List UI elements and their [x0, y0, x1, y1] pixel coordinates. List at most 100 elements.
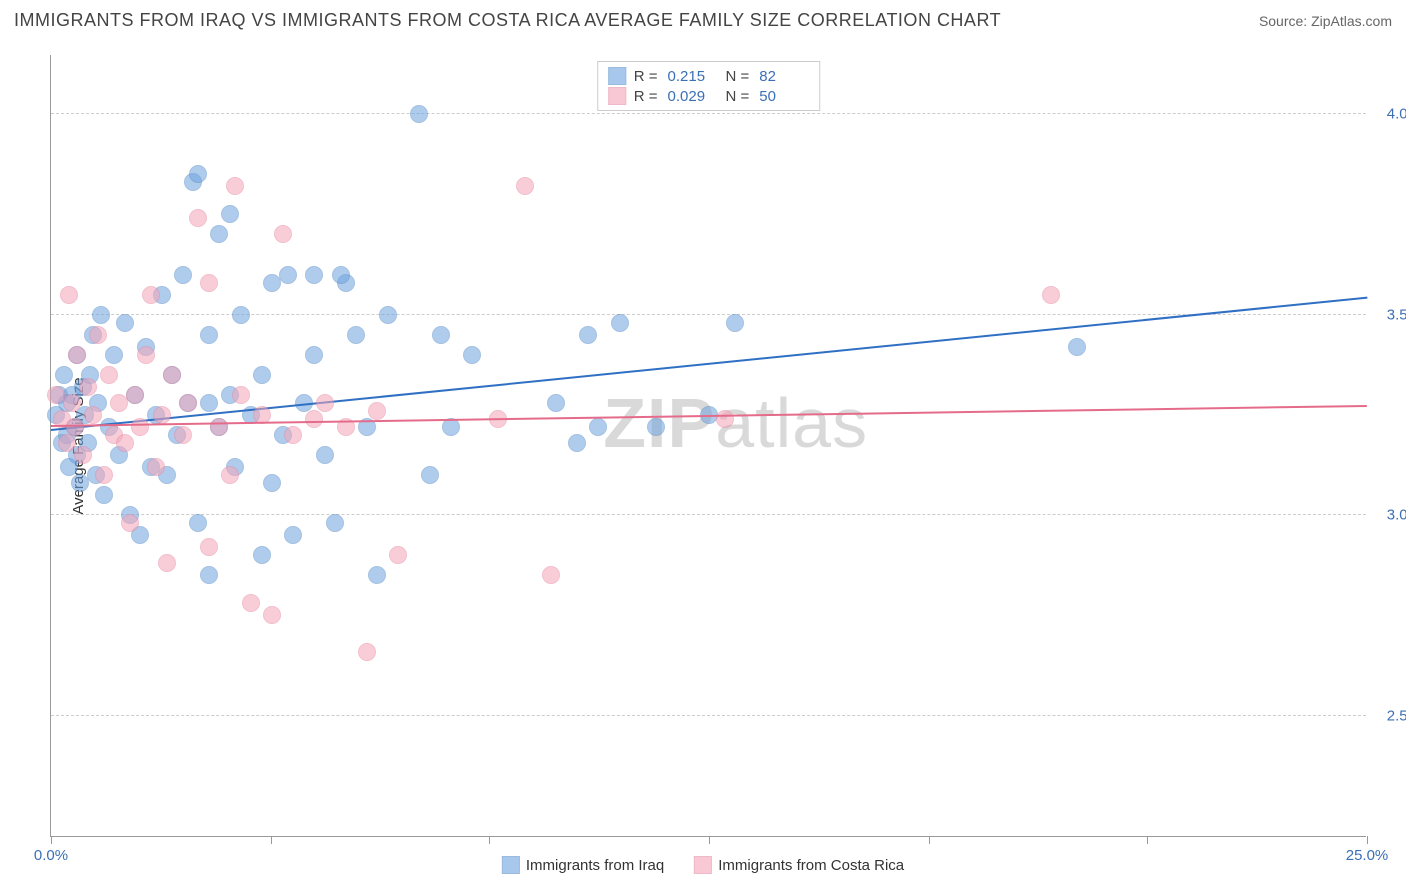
series-legend-item: Immigrants from Costa Rica: [694, 856, 904, 874]
scatter-point: [210, 418, 228, 436]
scatter-point: [305, 266, 323, 284]
scatter-point: [253, 366, 271, 384]
series-legend-item: Immigrants from Iraq: [502, 856, 664, 874]
source-link[interactable]: ZipAtlas.com: [1311, 13, 1392, 29]
y-tick-label: 3.50: [1371, 306, 1406, 323]
series-name: Immigrants from Costa Rica: [718, 857, 904, 874]
scatter-point: [163, 366, 181, 384]
scatter-point: [463, 346, 481, 364]
scatter-point: [389, 546, 407, 564]
scatter-point: [95, 466, 113, 484]
x-tick-label: 0.0%: [34, 847, 68, 864]
scatter-point: [379, 306, 397, 324]
scatter-point: [716, 410, 734, 428]
r-label: R =: [634, 88, 658, 105]
scatter-point: [1068, 338, 1086, 356]
scatter-point: [189, 514, 207, 532]
scatter-point: [421, 466, 439, 484]
scatter-point: [60, 286, 78, 304]
x-tick: [271, 836, 272, 844]
scatter-point: [66, 418, 84, 436]
scatter-point: [189, 209, 207, 227]
scatter-point: [189, 165, 207, 183]
r-value: 0.029: [668, 88, 718, 105]
x-tick: [1367, 836, 1368, 844]
scatter-point: [305, 346, 323, 364]
scatter-point: [316, 446, 334, 464]
legend-swatch: [694, 856, 712, 874]
scatter-point: [284, 526, 302, 544]
scatter-point: [516, 177, 534, 195]
y-tick-label: 4.00: [1371, 106, 1406, 123]
scatter-point: [332, 266, 350, 284]
scatter-point: [174, 266, 192, 284]
scatter-point: [232, 306, 250, 324]
scatter-point: [432, 326, 450, 344]
scatter-point: [568, 434, 586, 452]
legend-row: R =0.215N =82: [608, 66, 810, 86]
source-label: Source:: [1259, 13, 1307, 29]
n-label: N =: [726, 68, 750, 85]
series-legend: Immigrants from Iraq Immigrants from Cost…: [502, 856, 904, 874]
scatter-point: [226, 177, 244, 195]
scatter-point: [210, 225, 228, 243]
scatter-point: [274, 225, 292, 243]
scatter-point: [579, 326, 597, 344]
chart-header: IMMIGRANTS FROM IRAQ VS IMMIGRANTS FROM …: [14, 10, 1392, 31]
scatter-point: [263, 606, 281, 624]
gridline: [51, 715, 1366, 716]
scatter-point: [547, 394, 565, 412]
scatter-point: [84, 406, 102, 424]
scatter-point: [92, 306, 110, 324]
x-tick-label: 25.0%: [1346, 847, 1389, 864]
scatter-point: [305, 410, 323, 428]
scatter-point: [316, 394, 334, 412]
scatter-point: [137, 346, 155, 364]
scatter-point: [142, 286, 160, 304]
scatter-point: [126, 386, 144, 404]
x-tick: [709, 836, 710, 844]
scatter-point: [589, 418, 607, 436]
scatter-point: [174, 426, 192, 444]
legend-row: R = 0.029 N = 50: [608, 86, 810, 106]
scatter-point: [116, 314, 134, 332]
x-tick: [929, 836, 930, 844]
scatter-point: [200, 538, 218, 556]
scatter-point: [253, 546, 271, 564]
scatter-point: [158, 554, 176, 572]
scatter-point: [242, 594, 260, 612]
scatter-point: [368, 566, 386, 584]
scatter-point: [58, 434, 76, 452]
n-label: N =: [726, 88, 750, 105]
n-value: 50: [759, 88, 809, 105]
scatter-point: [200, 394, 218, 412]
r-value: 0.215: [668, 68, 718, 85]
scatter-point: [95, 486, 113, 504]
scatter-point: [200, 566, 218, 584]
series-name: Immigrants from Iraq: [526, 857, 664, 874]
x-tick: [1147, 836, 1148, 844]
scatter-point: [68, 346, 86, 364]
watermark: ZIPatlas: [603, 383, 868, 463]
scatter-point: [153, 406, 171, 424]
scatter-point: [726, 314, 744, 332]
scatter-point: [326, 514, 344, 532]
scatter-point: [221, 466, 239, 484]
scatter-point: [542, 566, 560, 584]
scatter-point: [105, 346, 123, 364]
y-tick-label: 3.00: [1371, 507, 1406, 524]
x-tick: [489, 836, 490, 844]
scatter-point: [147, 458, 165, 476]
n-value: 82: [759, 68, 809, 85]
scatter-chart: ZIPatlas R =0.215N =82R =0.029N =50 2.50…: [50, 55, 1366, 837]
scatter-point: [410, 105, 428, 123]
scatter-point: [200, 274, 218, 292]
scatter-point: [74, 446, 92, 464]
scatter-point: [200, 326, 218, 344]
scatter-point: [100, 366, 118, 384]
scatter-point: [116, 434, 134, 452]
scatter-point: [131, 418, 149, 436]
scatter-point: [279, 266, 297, 284]
scatter-point: [368, 402, 386, 420]
watermark-light: atlas: [715, 384, 868, 462]
